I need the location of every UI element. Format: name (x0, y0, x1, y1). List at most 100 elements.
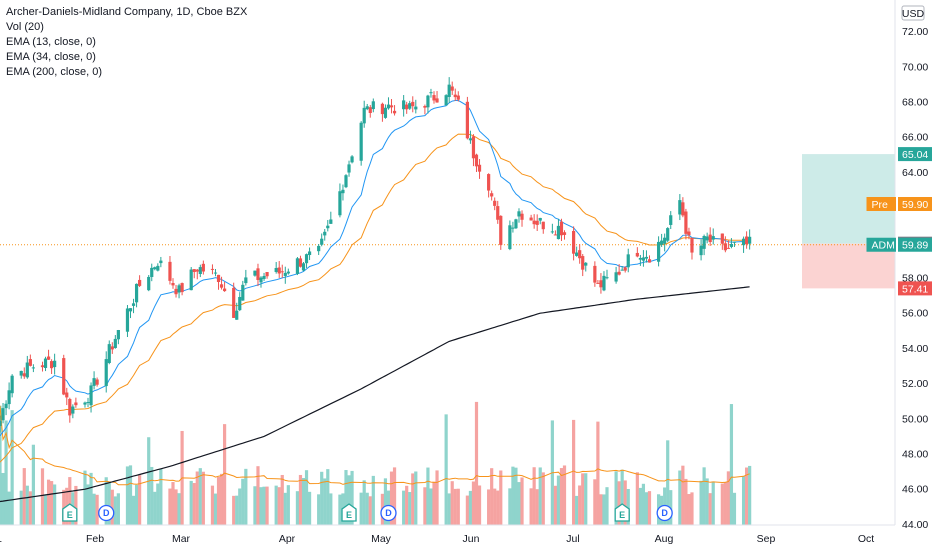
volume-bar (623, 480, 627, 525)
volume-bar (529, 488, 533, 525)
candle (593, 261, 597, 287)
candle (235, 302, 239, 320)
candle-body (189, 269, 193, 291)
candle-body (195, 269, 199, 272)
y-tick-label: 66.00 (902, 132, 928, 144)
price-tag: 57.41 (898, 281, 932, 296)
candle-body (620, 269, 624, 271)
volume-bar (159, 468, 163, 525)
candle (110, 342, 114, 354)
candle-body (444, 95, 448, 106)
candle (326, 219, 330, 232)
candle (559, 218, 564, 241)
volume-bar (83, 470, 87, 525)
candle (62, 354, 66, 396)
candle-body (599, 280, 603, 288)
candle-body (95, 379, 99, 385)
volume-bar (256, 466, 260, 525)
volume-bar (210, 485, 215, 525)
candle-body (138, 279, 142, 286)
y-tick-label: 68.00 (902, 97, 928, 109)
candle-body (426, 95, 430, 108)
candle-body (720, 233, 724, 244)
volume-bar (68, 477, 72, 525)
candle (617, 264, 621, 276)
volume-bar (92, 493, 96, 525)
volume-bar (189, 480, 193, 525)
y-tick-label: 48.00 (902, 449, 928, 461)
candle-body (43, 358, 48, 368)
candle-body (304, 254, 309, 264)
volume-bar (641, 483, 646, 525)
candle (86, 397, 90, 408)
volume-bar (741, 476, 746, 525)
volume-bar (304, 470, 309, 525)
candle (192, 269, 196, 279)
candle (444, 94, 448, 106)
candle (708, 227, 712, 246)
earnings-label: E (346, 510, 352, 520)
candle-body (414, 106, 418, 110)
volume-bar (532, 467, 536, 525)
candle (153, 266, 157, 271)
candle (414, 99, 418, 114)
legend-ema200: EMA (200, close, 0) (6, 66, 102, 78)
candle (550, 223, 554, 234)
candle-body (22, 373, 26, 377)
candle (159, 256, 163, 268)
candle (338, 183, 342, 218)
volume-bar (265, 486, 269, 525)
candle-body (341, 189, 345, 194)
candle-body (644, 256, 649, 259)
candle (368, 105, 372, 118)
candle (359, 121, 363, 166)
volume-bar (347, 475, 351, 525)
volume-bar (699, 480, 703, 525)
price-tag-label-bg (866, 197, 896, 211)
volume-bar (578, 485, 582, 525)
candle (31, 364, 35, 373)
candle (256, 263, 260, 287)
x-tick-label: Apr (279, 533, 296, 545)
volume-bar (95, 494, 99, 525)
volume-bar (426, 467, 430, 525)
volume-bar (499, 470, 503, 525)
earnings-shape (62, 503, 78, 522)
candle-body (687, 231, 691, 236)
candle-body (669, 215, 673, 225)
candle-body (666, 228, 670, 241)
candle-body (177, 285, 181, 293)
volume-bar (153, 491, 157, 525)
candle-body (499, 215, 503, 245)
candle (726, 240, 730, 249)
volume-bar (745, 467, 749, 525)
candle-body (745, 236, 749, 245)
candle (347, 160, 351, 177)
candle-body (62, 358, 66, 395)
candle (553, 230, 558, 236)
candle (687, 227, 691, 240)
volume-bar (602, 494, 606, 525)
candle-body (86, 402, 90, 404)
volume-bar (408, 492, 412, 525)
candle (46, 349, 51, 360)
candle (556, 218, 561, 240)
candle (125, 305, 130, 338)
price-tag-value: 59.89 (902, 240, 928, 252)
candle-body (593, 265, 597, 283)
volume-bar (435, 470, 439, 525)
dividend-label: D (661, 508, 668, 518)
candle (180, 282, 184, 296)
volume-bar (219, 473, 224, 525)
candle (584, 262, 588, 272)
candle (493, 197, 497, 211)
price-tag-value: 65.04 (902, 149, 928, 161)
volume-bar (553, 485, 558, 525)
candle (626, 248, 630, 273)
volume-bar (684, 478, 688, 525)
candle-body (365, 106, 369, 110)
candle-body (641, 257, 646, 261)
candle-body (468, 138, 473, 141)
volume-bar (213, 493, 218, 525)
